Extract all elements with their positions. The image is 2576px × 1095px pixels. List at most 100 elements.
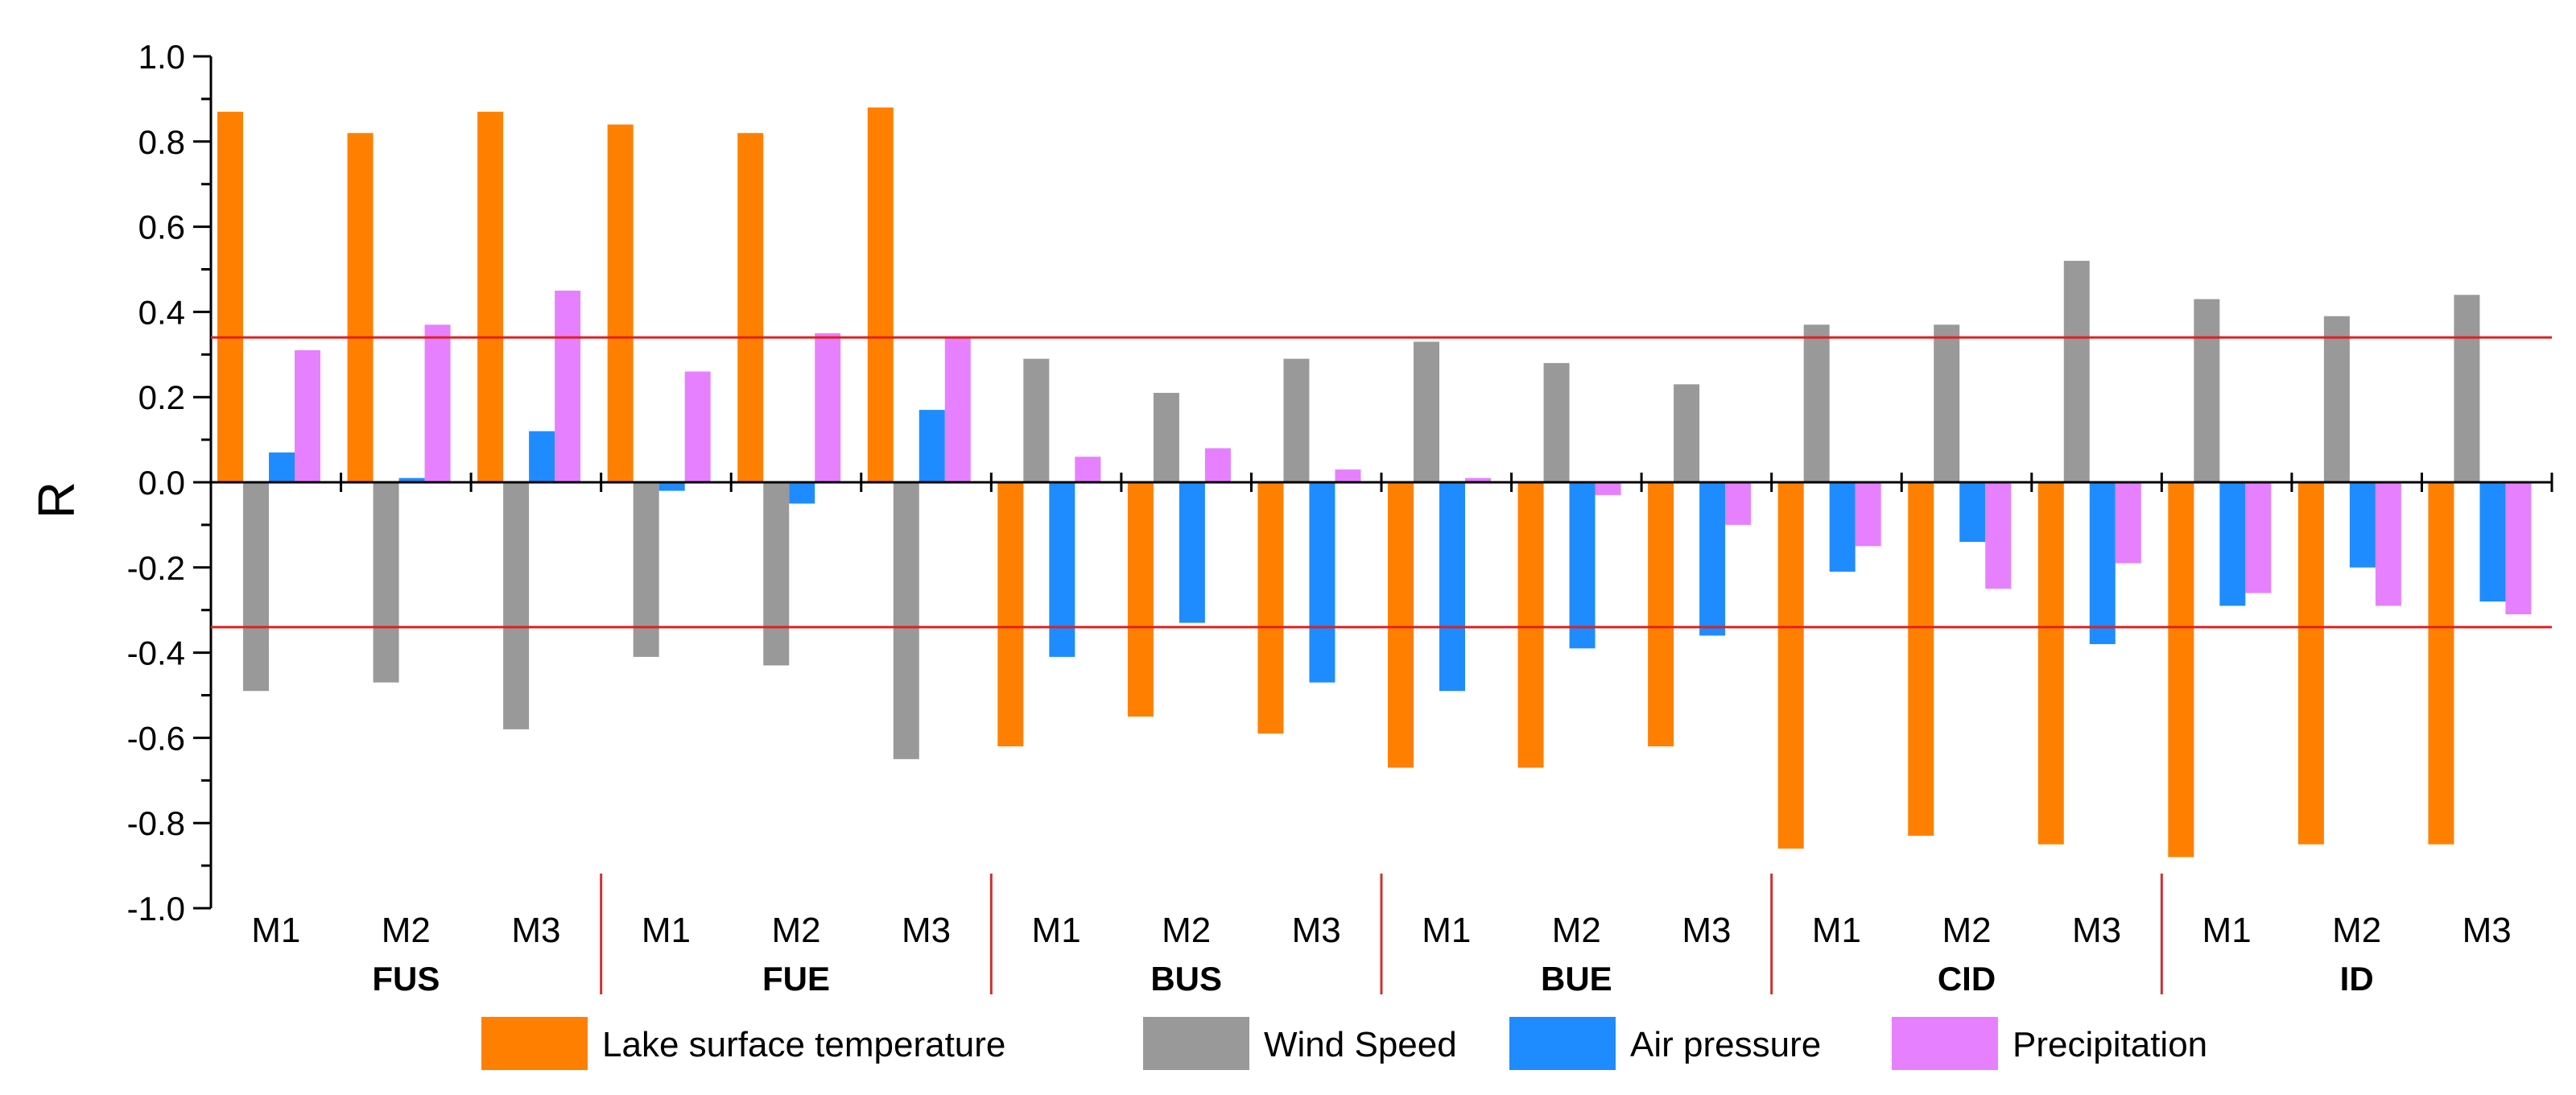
bar xyxy=(2037,482,2064,845)
bar xyxy=(424,324,451,482)
bar xyxy=(893,482,919,759)
y-axis-label: R xyxy=(27,481,85,519)
bar xyxy=(944,337,971,482)
bar xyxy=(1543,362,1570,482)
legend-swatch xyxy=(481,1017,588,1070)
bar xyxy=(2089,482,2116,645)
x-tick-label: M1 xyxy=(2202,911,2252,950)
group-label: ID xyxy=(2340,960,2374,998)
bar xyxy=(2245,482,2272,593)
bar xyxy=(815,333,841,482)
bar xyxy=(867,107,894,483)
x-tick-label: M3 xyxy=(902,911,951,950)
bar xyxy=(2168,482,2194,857)
bar xyxy=(1648,482,1674,746)
bar xyxy=(217,111,243,482)
bar xyxy=(477,111,504,482)
x-tick-label: M1 xyxy=(251,911,300,950)
legend-label: Lake surface temperature xyxy=(602,1025,1005,1064)
bar xyxy=(1803,324,1830,482)
y-tick-label: -0.8 xyxy=(127,804,185,842)
bar xyxy=(684,371,711,482)
bar xyxy=(2505,482,2532,614)
bar xyxy=(1908,482,1934,837)
bar xyxy=(1283,358,1310,482)
bar xyxy=(607,124,634,482)
bar xyxy=(243,482,269,692)
bar xyxy=(1388,482,1414,768)
bar xyxy=(1023,358,1050,482)
bar xyxy=(1959,482,1986,543)
group-label: FUS xyxy=(372,960,440,998)
legend: Lake surface temperature Wind Speed Air pr… xyxy=(481,1017,2207,1070)
bar xyxy=(347,133,374,482)
bar xyxy=(1829,482,1856,572)
bar xyxy=(1725,482,1752,525)
group-label: BUS xyxy=(1150,960,1222,998)
legend-swatch xyxy=(1143,1017,1249,1070)
bar xyxy=(2219,482,2246,606)
bar xyxy=(1127,482,1154,717)
x-tick-label: M1 xyxy=(642,911,691,950)
bar xyxy=(1934,324,1960,482)
bar xyxy=(529,431,555,482)
bar xyxy=(2479,482,2506,602)
bar xyxy=(1674,384,1700,482)
legend-swatch xyxy=(1892,1017,1998,1070)
group-label: FUE xyxy=(762,960,830,998)
bar xyxy=(737,133,764,482)
x-tick-label: M2 xyxy=(2332,911,2381,950)
bar xyxy=(2297,482,2324,845)
bar xyxy=(789,482,815,504)
bar xyxy=(269,452,295,482)
bar xyxy=(1517,482,1544,768)
x-tick-label: M2 xyxy=(1552,911,1601,950)
y-tick-label: -0.2 xyxy=(127,549,185,587)
bar xyxy=(2349,482,2376,568)
bar xyxy=(1465,477,1491,482)
x-tick-label: M3 xyxy=(1292,911,1341,950)
y-tick-label: -0.6 xyxy=(127,719,185,757)
labels-layer: 1.0 0.8 0.6 0.4 0.2 0.0 -0.2 -0.4 -0.6 -0.8 -1.0 R M… xyxy=(27,38,2512,998)
y-tick-label: 0.4 xyxy=(138,293,185,331)
legend-swatch xyxy=(1509,1017,1616,1070)
x-tick-label: M2 xyxy=(771,911,820,950)
bar xyxy=(2375,482,2401,606)
bar xyxy=(763,482,790,666)
bar xyxy=(1595,482,1621,495)
bar xyxy=(997,482,1024,746)
bar xyxy=(373,482,399,683)
y-tick-label: -0.4 xyxy=(127,634,185,672)
group-label: CID xyxy=(1938,960,1996,998)
axes-layer xyxy=(193,55,2553,994)
bar xyxy=(1569,482,1596,649)
bar xyxy=(1204,448,1231,482)
bar xyxy=(1179,482,1205,623)
x-tick-label: M3 xyxy=(1682,911,1731,950)
bar xyxy=(1777,482,1804,849)
x-tick-label: M3 xyxy=(2462,911,2512,950)
y-tick-label: 0.2 xyxy=(138,378,185,416)
bar xyxy=(1257,482,1284,734)
bar xyxy=(2323,316,2350,482)
bar xyxy=(2115,482,2141,564)
x-tick-label: M1 xyxy=(1032,911,1081,950)
bar xyxy=(633,482,659,657)
x-tick-label: M2 xyxy=(1162,911,1211,950)
bar xyxy=(555,290,581,482)
y-tick-label: 0.6 xyxy=(138,209,185,246)
bar xyxy=(1049,482,1075,657)
bar xyxy=(2194,299,2220,482)
bar xyxy=(1855,482,1881,547)
bar xyxy=(2454,295,2480,482)
legend-label: Precipitation xyxy=(2013,1025,2207,1064)
bar xyxy=(1335,469,1361,482)
bar xyxy=(398,477,425,482)
legend-label: Wind Speed xyxy=(1264,1025,1457,1064)
x-tick-label: M3 xyxy=(2072,911,2121,950)
bar xyxy=(1153,392,1179,482)
bar xyxy=(2063,260,2090,482)
y-tick-label: -1.0 xyxy=(127,890,185,928)
x-tick-label: M3 xyxy=(511,911,560,950)
bar xyxy=(1309,482,1335,683)
